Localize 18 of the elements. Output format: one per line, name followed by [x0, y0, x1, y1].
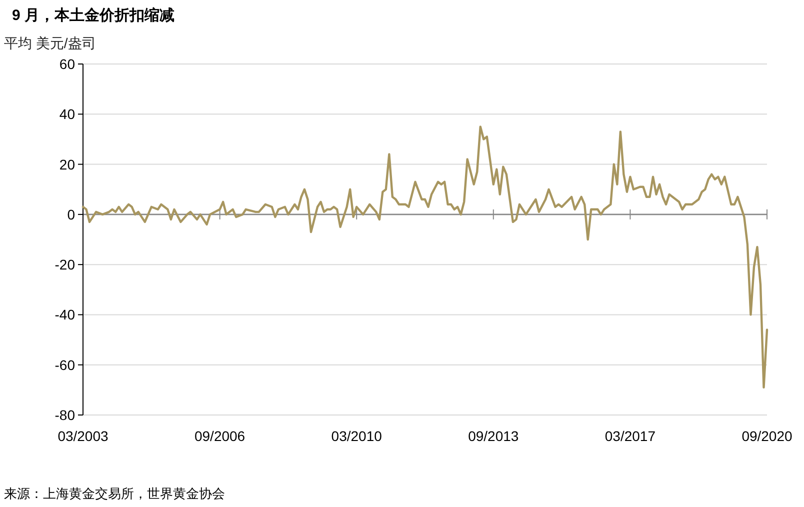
line-series [82, 126, 768, 389]
x-tick-label: 03/2010 [331, 428, 382, 444]
y-tick-label: 60 [59, 56, 76, 72]
x-tick-label: 03/2017 [604, 428, 656, 444]
x-tick-label: 09/2006 [194, 428, 246, 444]
x-tick-label: 09/2013 [468, 428, 519, 444]
x-tick-label: 03/2003 [58, 428, 109, 444]
y-tick-label: -40 [54, 306, 76, 323]
y-tick-label: -20 [54, 256, 76, 273]
source-note: 来源：上海黄金交易所，世界黄金协会 [4, 486, 225, 501]
y-tick-label: 0 [67, 206, 76, 222]
y-axis-title: 平均 美元/盎司 [4, 35, 96, 51]
y-tick-label: -80 [54, 407, 76, 423]
chart-title: 9 月，本土金价折扣缩减 [12, 7, 175, 24]
y-tick-label: -60 [54, 356, 76, 373]
x-tick-label: 09/2020 [742, 428, 793, 444]
y-tick-label: 40 [59, 106, 76, 122]
y-tick-label: 20 [59, 156, 76, 172]
